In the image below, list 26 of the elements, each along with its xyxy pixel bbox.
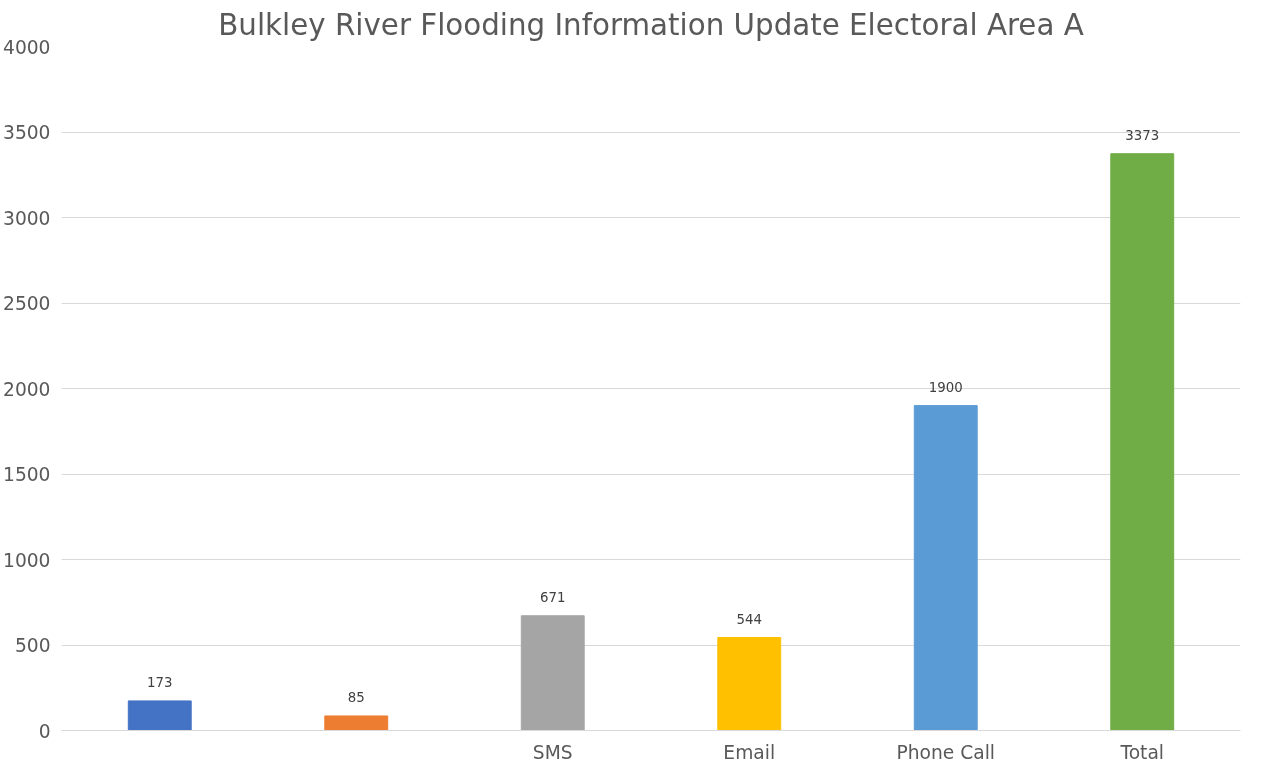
data-label: 544 <box>736 611 762 627</box>
bar <box>127 700 192 731</box>
bar <box>324 715 389 731</box>
y-tick-label: 2000 <box>3 378 51 400</box>
x-tick-label: Phone Call <box>896 741 996 763</box>
data-label: 173 <box>147 675 173 691</box>
y-tick-label: 3500 <box>3 122 51 143</box>
bar <box>520 615 585 731</box>
data-label: 3373 <box>1125 128 1160 144</box>
y-tick-label: 4000 <box>3 36 51 58</box>
y-tick-label: 0 <box>38 720 51 742</box>
y-tick-label: 1000 <box>3 549 51 571</box>
y-tick-label: 3000 <box>3 207 51 229</box>
y-tick-label: 2500 <box>3 293 51 314</box>
bar <box>1110 153 1175 731</box>
data-label: 85 <box>347 690 365 706</box>
x-tick-label: Total <box>1119 741 1165 763</box>
bar <box>913 405 978 731</box>
x-tick-label: Email <box>723 741 776 763</box>
bar <box>717 636 782 731</box>
data-label: 1900 <box>928 379 963 395</box>
data-label: 671 <box>540 590 566 606</box>
chart-title: Bulkley River Flooding Information Update Electoral Area A <box>218 7 1084 42</box>
y-tick-label: 500 <box>14 635 51 656</box>
y-tick-label: 1500 <box>3 464 51 485</box>
x-tick-label: SMS <box>532 741 573 763</box>
